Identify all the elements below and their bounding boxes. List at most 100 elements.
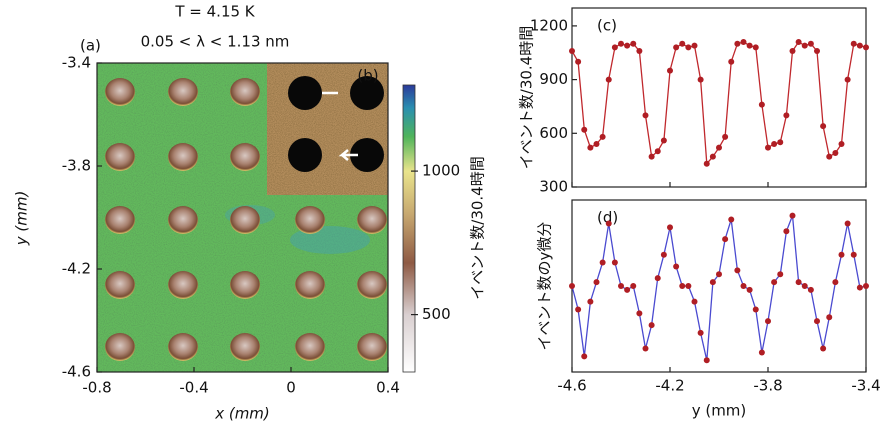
data-point: [698, 77, 704, 83]
y-tick-label: 300: [539, 178, 568, 196]
data-point: [587, 145, 593, 151]
data-point: [581, 127, 587, 133]
data-point: [753, 306, 759, 312]
hole: [168, 206, 198, 234]
hole: [168, 333, 198, 361]
inset-label: (b): [357, 67, 378, 85]
data-point: [600, 260, 606, 266]
data-point: [692, 43, 698, 49]
data-point: [710, 154, 716, 160]
axes-frame: [572, 8, 866, 187]
data-point: [826, 154, 832, 160]
data-point: [716, 145, 722, 151]
data-point: [679, 41, 685, 47]
x-tick-label: 0.4: [376, 379, 400, 397]
data-point: [630, 283, 636, 289]
data-point: [802, 43, 808, 49]
hole: [357, 333, 387, 361]
x-tick-label: -3.4: [851, 377, 880, 395]
data-point: [722, 134, 728, 140]
data-point: [857, 285, 863, 291]
data-point: [575, 306, 581, 312]
hole: [295, 333, 325, 361]
data-point: [783, 228, 789, 234]
y-tick-label: 900: [539, 70, 568, 88]
colorbar: [403, 85, 415, 372]
y-axis-label: イベント数/30.4時間: [518, 26, 536, 169]
data-point: [649, 322, 655, 328]
hole: [168, 78, 198, 106]
hole: [230, 143, 260, 171]
hole: [230, 78, 260, 106]
data-point: [771, 141, 777, 147]
data-point: [814, 318, 820, 324]
colorbar-label: イベント数/30.4時間: [469, 156, 487, 299]
colorbar-tick-label: 500: [422, 305, 451, 323]
hole: [105, 143, 135, 171]
hole: [230, 333, 260, 361]
data-point: [618, 283, 624, 289]
hole: [295, 271, 325, 299]
x-tick-label: -0.8: [82, 379, 111, 397]
data-point: [704, 161, 710, 167]
data-point: [759, 349, 765, 355]
y-tick-label: 1200: [530, 16, 568, 34]
data-point: [581, 353, 587, 359]
data-point: [777, 139, 783, 145]
data-point: [600, 134, 606, 140]
series-line: [572, 216, 866, 361]
title: T = 4.15 K: [174, 3, 255, 21]
data-point: [765, 145, 771, 151]
x-tick-label: -4.2: [655, 377, 684, 395]
data-point: [771, 279, 777, 285]
hole: [168, 143, 198, 171]
data-point: [839, 252, 845, 258]
data-point: [777, 271, 783, 277]
panel-label: (a): [80, 37, 101, 55]
panel-label: (c): [597, 17, 617, 35]
figure: -0.8-0.400.4-4.6-4.2-3.8-3.4x (mm)y (mm)…: [0, 0, 893, 425]
data-point: [704, 357, 710, 363]
data-point: [685, 283, 691, 289]
y-tick-label: 600: [539, 124, 568, 142]
data-point: [796, 39, 802, 45]
data-point: [808, 287, 814, 293]
data-point: [612, 44, 618, 50]
hole: [230, 206, 260, 234]
data-point: [606, 77, 612, 83]
data-point: [722, 236, 728, 242]
data-point: [796, 279, 802, 285]
data-point: [649, 154, 655, 160]
data-point: [667, 68, 673, 74]
x-tick-label: -3.8: [753, 377, 782, 395]
y-tick-label: -3.4: [62, 54, 91, 72]
hole: [230, 271, 260, 299]
data-point: [857, 43, 863, 49]
data-point: [832, 279, 838, 285]
x-tick-label: -4.6: [557, 377, 586, 395]
hole: [295, 206, 325, 234]
data-point: [594, 279, 600, 285]
data-point: [765, 318, 771, 324]
data-point: [587, 299, 593, 305]
data-point: [839, 141, 845, 147]
data-point: [716, 271, 722, 277]
x-axis-label: x (mm): [214, 405, 270, 423]
data-point: [851, 252, 857, 258]
hole: [105, 78, 135, 106]
hole: [168, 271, 198, 299]
data-point: [679, 283, 685, 289]
data-point: [747, 43, 753, 49]
data-point: [802, 283, 808, 289]
data-point: [655, 275, 661, 281]
data-point: [753, 44, 759, 50]
hole: [105, 271, 135, 299]
data-point: [790, 48, 796, 54]
data-point: [630, 41, 636, 47]
data-point: [710, 279, 716, 285]
data-point: [863, 283, 869, 289]
hole: [357, 206, 387, 234]
x-axis-label: y (mm): [692, 402, 747, 420]
data-point: [636, 48, 642, 54]
data-point: [655, 148, 661, 154]
